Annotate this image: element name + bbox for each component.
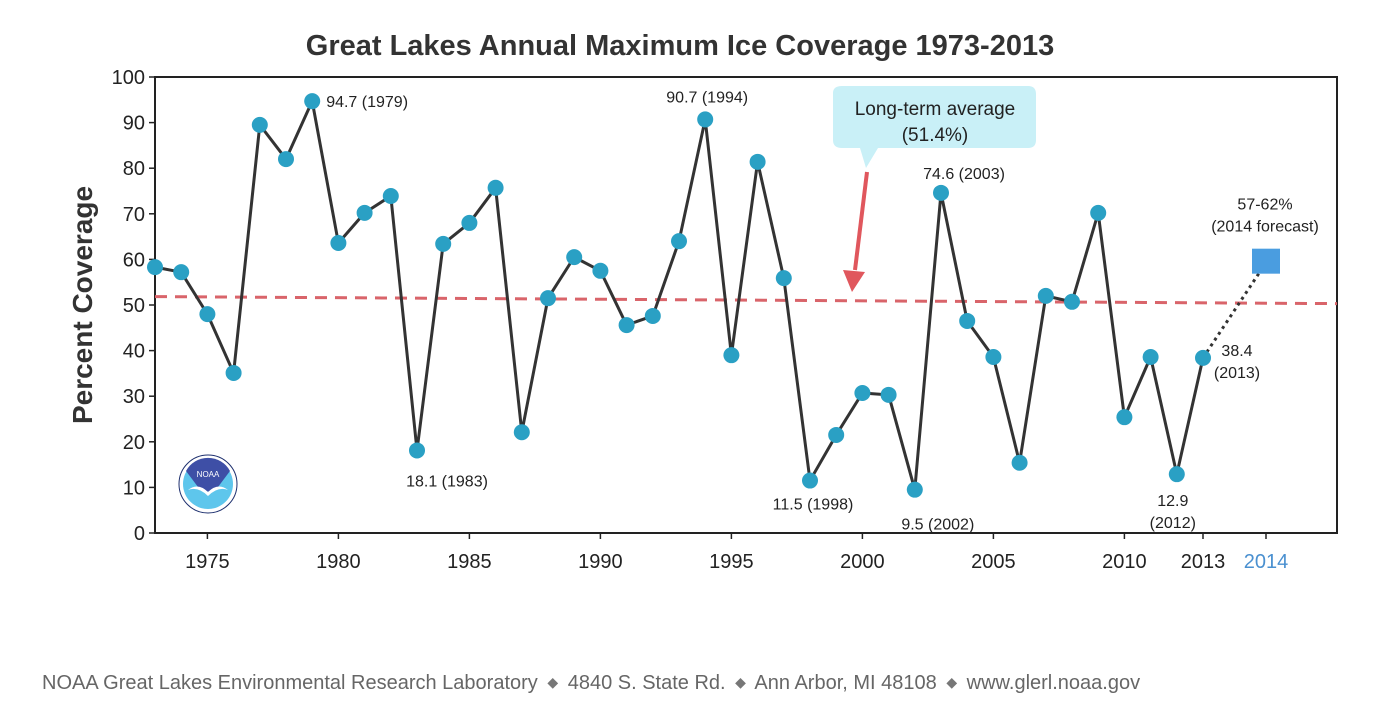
data-point — [487, 179, 504, 196]
data-point — [1064, 293, 1080, 310]
data-point — [1195, 349, 1211, 366]
diamond-icon: ◆ — [547, 674, 559, 690]
x-tick-label: 1995 — [709, 551, 754, 573]
y-tick-label: 40 — [123, 341, 145, 363]
x-tick-label: 1980 — [316, 551, 361, 573]
data-annotation: 94.7 (1979) — [326, 94, 408, 111]
arrow-down-icon — [843, 270, 865, 292]
y-tick-label: 90 — [123, 113, 145, 135]
callout-label: Long-term average — [855, 99, 1016, 120]
y-tick-label: 50 — [123, 295, 145, 317]
footer-address: 4840 S. State Rd. — [567, 672, 726, 694]
data-point — [356, 204, 373, 221]
data-point — [1090, 204, 1107, 221]
data-point — [1142, 348, 1159, 365]
data-point — [173, 264, 190, 281]
data-point — [592, 262, 609, 279]
data-point — [435, 235, 452, 252]
y-tick-label: 70 — [123, 204, 145, 226]
data-point — [566, 249, 583, 266]
data-point — [933, 184, 949, 201]
forecast-marker — [1252, 248, 1280, 274]
long-term-average-line — [154, 295, 1338, 306]
data-point — [775, 270, 792, 287]
data-annotation: 57-62% — [1237, 197, 1292, 214]
data-point — [880, 386, 897, 403]
data-annotation: 11.5 (1998) — [773, 497, 854, 514]
logo-text: NOAA — [197, 470, 220, 479]
data-point — [854, 385, 871, 402]
data-point — [382, 188, 399, 205]
data-annotation: 9.5 (2002) — [901, 517, 974, 534]
data-point — [802, 472, 818, 489]
data-point — [199, 306, 216, 323]
data-point — [671, 233, 687, 250]
data-point — [1011, 454, 1028, 471]
footer-org: NOAA Great Lakes Environmental Research … — [42, 672, 538, 694]
y-tick-label: 20 — [123, 432, 145, 454]
callout-bubble — [833, 86, 1036, 168]
y-tick-label: 60 — [123, 249, 145, 271]
chart-title: Great Lakes Annual Maximum Ice Coverage … — [306, 30, 1054, 62]
data-point — [409, 442, 425, 459]
data-annotation: 18.1 (1983) — [406, 473, 488, 490]
data-annotation: 90.7 (1994) — [666, 89, 748, 106]
plot-area: 0 10 20 30 40 50 60 70 80 90 100 1975 1980 1985 1990 19… — [112, 67, 1338, 573]
diamond-icon: ◆ — [946, 674, 958, 690]
data-point — [330, 234, 347, 251]
data-point — [304, 93, 321, 110]
data-point — [1037, 287, 1054, 304]
logo-sky — [186, 457, 230, 492]
footer: NOAA Great Lakes Environmental Research … — [42, 672, 1140, 695]
data-point — [723, 347, 740, 364]
data-point — [697, 111, 714, 128]
callout-value: (51.4%) — [902, 125, 969, 146]
data-point — [644, 307, 661, 324]
data-annotation: 74.6 (2003) — [923, 166, 1005, 183]
data-annotation: 38.4 — [1221, 343, 1252, 360]
data-point — [1168, 466, 1185, 483]
data-point — [959, 312, 976, 329]
diamond-icon: ◆ — [735, 674, 746, 690]
x-tick-label: 1975 — [185, 551, 230, 573]
data-point — [828, 426, 845, 443]
footer-city: Ann Arbor, MI 48108 — [754, 672, 937, 694]
forecast-connector — [1201, 270, 1262, 359]
data-annotation-year: (2014 forecast) — [1211, 219, 1319, 236]
data-point — [985, 348, 1002, 365]
x-tick-label: 2005 — [971, 551, 1016, 573]
x-tick-label: 2013 — [1181, 551, 1226, 573]
x-tick-label: 2000 — [840, 551, 885, 573]
y-axis-label: Percent Coverage — [67, 186, 98, 424]
footer-url[interactable]: www.glerl.noaa.gov — [966, 672, 1141, 694]
x-tick-label: 2010 — [1102, 551, 1147, 573]
data-point — [278, 151, 294, 168]
arrow-shaft — [853, 171, 869, 271]
ice-coverage-chart: Great Lakes Annual Maximum Ice Coverage … — [67, 30, 1338, 573]
y-tick-label: 80 — [123, 158, 145, 180]
y-tick-label: 100 — [112, 67, 145, 89]
data-point — [540, 290, 556, 307]
noaa-logo: NOAA — [178, 454, 238, 514]
data-point — [906, 481, 923, 498]
data-point — [461, 214, 478, 231]
data-point — [1116, 409, 1133, 426]
plot-frame — [154, 76, 1338, 534]
x-tick-label: 1990 — [578, 551, 623, 573]
y-tick-label: 10 — [123, 477, 145, 499]
y-tick-label: 30 — [123, 386, 145, 408]
data-annotation-year: (2012) — [1150, 515, 1196, 532]
gull-icon — [188, 486, 228, 496]
data-point — [225, 364, 242, 381]
data-annotation: 12.9 — [1157, 493, 1188, 510]
x-tick-label: 1985 — [447, 551, 492, 573]
data-annotation-year: (2013) — [1214, 365, 1260, 382]
data-point — [618, 317, 635, 334]
y-tick-label: 0 — [134, 523, 145, 545]
data-point — [147, 259, 163, 276]
x-tick-label: 2014 — [1244, 551, 1289, 573]
data-point — [513, 424, 530, 441]
data-point — [749, 153, 766, 170]
data-point — [251, 116, 268, 133]
